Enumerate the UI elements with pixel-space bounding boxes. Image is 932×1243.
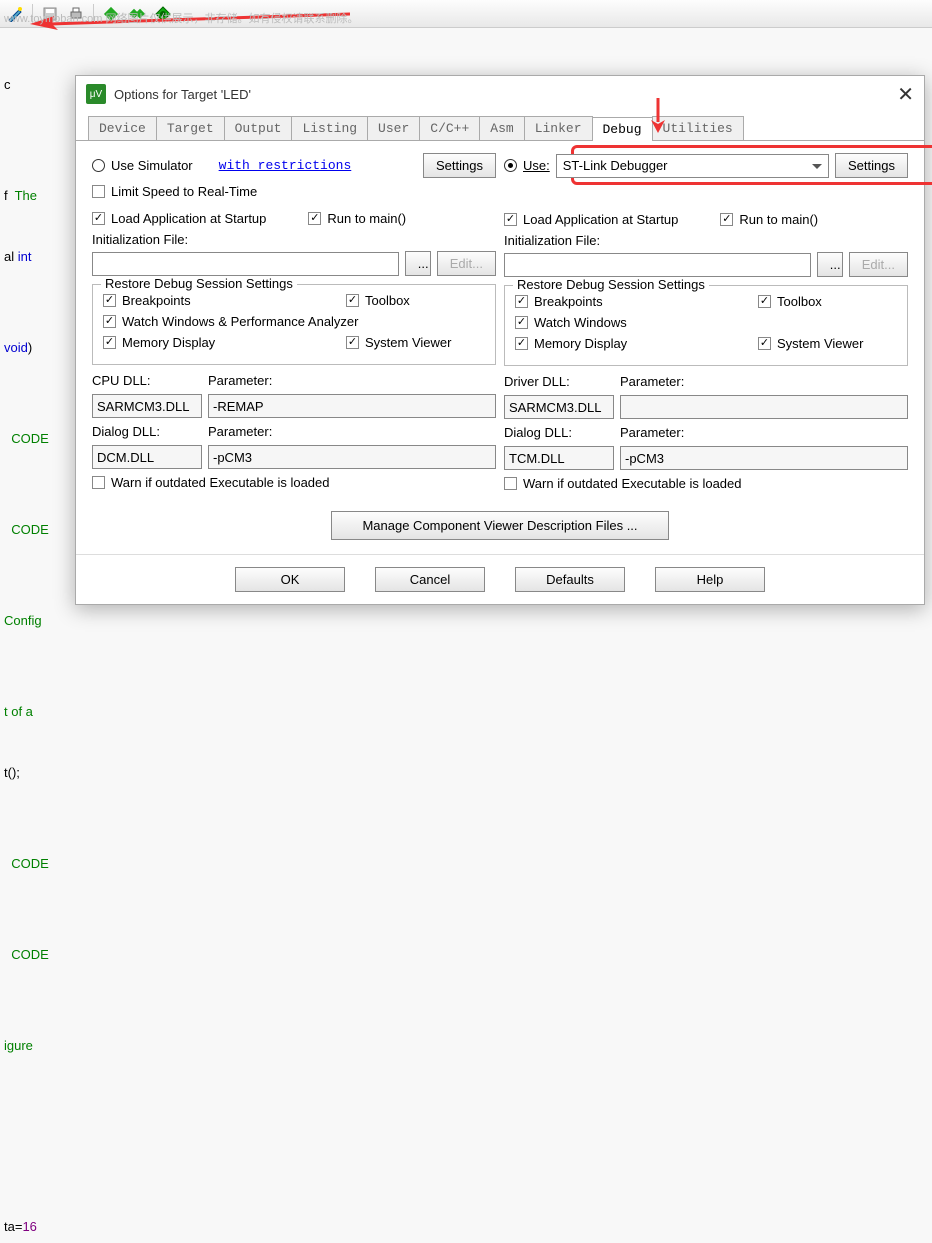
cpu-dll-input[interactable] xyxy=(92,394,202,418)
warn-checkbox-r[interactable] xyxy=(504,477,517,490)
toolbox-label: Toolbox xyxy=(365,293,485,308)
edit-button: Edit... xyxy=(437,251,496,276)
defaults-button[interactable]: Defaults xyxy=(515,567,625,592)
sim-settings-button[interactable]: Settings xyxy=(423,153,496,178)
help-button[interactable]: Help xyxy=(655,567,765,592)
restore-legend: Restore Debug Session Settings xyxy=(101,276,297,291)
param-label-r: Parameter: xyxy=(620,374,684,389)
run-main-label-r: Run to main() xyxy=(739,212,818,227)
watch-checkbox[interactable] xyxy=(103,315,116,328)
driver-dll-input[interactable] xyxy=(504,395,614,419)
breakpoints-checkbox-r[interactable] xyxy=(515,295,528,308)
warn-label: Warn if outdated Executable is loaded xyxy=(111,475,330,490)
tab-target[interactable]: Target xyxy=(156,116,225,140)
sysviewer-label: System Viewer xyxy=(365,335,485,350)
watch-label: Watch Windows & Performance Analyzer xyxy=(122,314,359,329)
restore-settings-group-r: Restore Debug Session Settings Breakpoin… xyxy=(504,285,908,366)
warn-checkbox[interactable] xyxy=(92,476,105,489)
tab-debug[interactable]: Debug xyxy=(592,117,653,141)
memory-checkbox[interactable] xyxy=(103,336,116,349)
tab-listing[interactable]: Listing xyxy=(291,116,368,140)
sysviewer-label-r: System Viewer xyxy=(777,336,897,351)
restore-settings-group: Restore Debug Session Settings Breakpoin… xyxy=(92,284,496,365)
browse-button-r[interactable]: ... xyxy=(817,252,843,277)
browse-button[interactable]: ... xyxy=(405,251,431,276)
init-file-input[interactable] xyxy=(92,252,399,276)
dialog-param-input-r[interactable] xyxy=(620,446,908,470)
memory-label-r: Memory Display xyxy=(534,336,752,351)
content: Use Simulator with restrictions Settings… xyxy=(76,141,924,505)
breakpoints-checkbox[interactable] xyxy=(103,294,116,307)
watermark: www.toymoban.com 网络图片仅供展示，非存储。如有侵权请联系删除。 xyxy=(4,10,358,26)
driver-param-input[interactable] xyxy=(620,395,908,419)
ok-button[interactable]: OK xyxy=(235,567,345,592)
dialog-param-input[interactable] xyxy=(208,445,496,469)
toolbox-checkbox-r[interactable] xyxy=(758,295,771,308)
use-label: Use: xyxy=(523,158,550,173)
close-icon[interactable]: ✕ xyxy=(897,82,914,107)
limit-speed-label: Limit Speed to Real-Time xyxy=(111,184,257,199)
use-simulator-label: Use Simulator xyxy=(111,158,193,173)
param-label-2: Parameter: xyxy=(208,424,272,439)
dialog-footer: OK Cancel Defaults Help xyxy=(76,554,924,604)
driver-dll-label: Driver DLL: xyxy=(504,374,614,389)
tab-output[interactable]: Output xyxy=(224,116,293,140)
sysviewer-checkbox[interactable] xyxy=(346,336,359,349)
use-debugger-radio[interactable] xyxy=(504,159,517,172)
use-simulator-radio[interactable] xyxy=(92,159,105,172)
init-file-label: Initialization File: xyxy=(92,232,496,247)
cpu-param-input[interactable] xyxy=(208,394,496,418)
watch-checkbox-r[interactable] xyxy=(515,316,528,329)
restore-legend-r: Restore Debug Session Settings xyxy=(513,277,709,292)
dialog-title: Options for Target 'LED' xyxy=(114,87,251,102)
cpu-dll-label: CPU DLL: xyxy=(92,373,202,388)
manage-viewer-button[interactable]: Manage Component Viewer Description File… xyxy=(331,511,668,540)
code-background: c f The al int void) CODE CODE Config t … xyxy=(0,40,75,1243)
edit-button-r: Edit... xyxy=(849,252,908,277)
memory-checkbox-r[interactable] xyxy=(515,337,528,350)
restrictions-link[interactable]: with restrictions xyxy=(219,158,352,173)
param-label-r2: Parameter: xyxy=(620,425,684,440)
warn-label-r: Warn if outdated Executable is loaded xyxy=(523,476,742,491)
dialog-dll-input[interactable] xyxy=(92,445,202,469)
run-main-checkbox[interactable] xyxy=(308,212,321,225)
simulator-panel: Use Simulator with restrictions Settings… xyxy=(92,153,496,497)
watch-label-r: Watch Windows xyxy=(534,315,627,330)
dialog-dll-label-r: Dialog DLL: xyxy=(504,425,614,440)
options-dialog: μV Options for Target 'LED' ✕ Device Tar… xyxy=(75,75,925,605)
memory-label: Memory Display xyxy=(122,335,340,350)
toolbox-label-r: Toolbox xyxy=(777,294,897,309)
toolbox-checkbox[interactable] xyxy=(346,294,359,307)
run-main-checkbox-r[interactable] xyxy=(720,213,733,226)
titlebar: μV Options for Target 'LED' ✕ xyxy=(76,76,924,112)
cancel-button[interactable]: Cancel xyxy=(375,567,485,592)
breakpoints-label-r: Breakpoints xyxy=(534,294,752,309)
load-startup-label: Load Application at Startup xyxy=(111,211,266,226)
init-file-input-r[interactable] xyxy=(504,253,811,277)
tab-asm[interactable]: Asm xyxy=(479,116,524,140)
dialog-dll-label: Dialog DLL: xyxy=(92,424,202,439)
limit-speed-checkbox[interactable] xyxy=(92,185,105,198)
load-startup-label-r: Load Application at Startup xyxy=(523,212,678,227)
run-main-label: Run to main() xyxy=(327,211,406,226)
tab-cpp[interactable]: C/C++ xyxy=(419,116,480,140)
debugger-panel: Use: ST-Link Debugger Settings Load Appl… xyxy=(504,153,908,497)
sysviewer-checkbox-r[interactable] xyxy=(758,337,771,350)
debugger-select[interactable]: ST-Link Debugger xyxy=(556,154,829,178)
tab-linker[interactable]: Linker xyxy=(524,116,593,140)
load-startup-checkbox-r[interactable] xyxy=(504,213,517,226)
dbg-settings-button[interactable]: Settings xyxy=(835,153,908,178)
annotation-arrow-2 xyxy=(648,98,668,133)
tab-device[interactable]: Device xyxy=(88,116,157,140)
load-startup-checkbox[interactable] xyxy=(92,212,105,225)
tabstrip: Device Target Output Listing User C/C++ … xyxy=(76,112,924,141)
param-label: Parameter: xyxy=(208,373,272,388)
tab-user[interactable]: User xyxy=(367,116,420,140)
app-icon: μV xyxy=(86,84,106,104)
dialog-dll-input-r[interactable] xyxy=(504,446,614,470)
init-file-label-r: Initialization File: xyxy=(504,233,908,248)
breakpoints-label: Breakpoints xyxy=(122,293,340,308)
debugger-selected: ST-Link Debugger xyxy=(563,158,668,173)
